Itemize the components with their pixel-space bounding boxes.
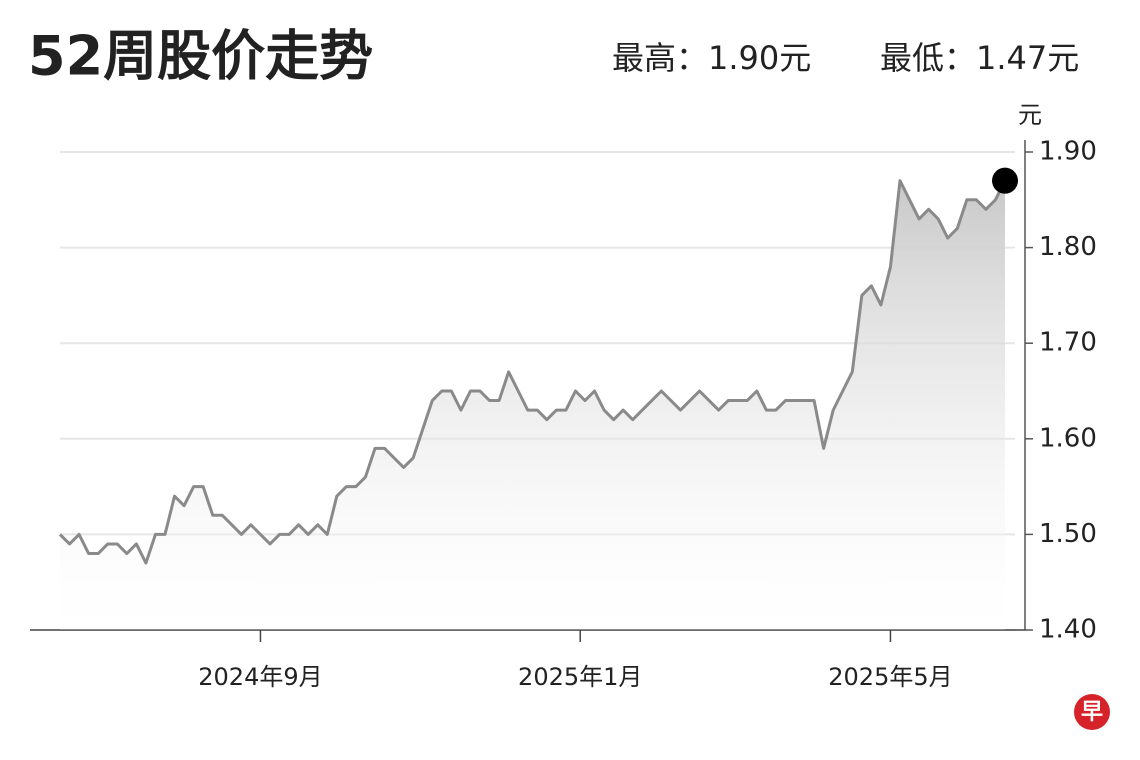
y-tick-label: 1.90 [1039,137,1097,167]
y-tick-label: 1.80 [1039,232,1097,262]
logo: 早 [1081,700,1103,725]
high-label: 最高：1.90元 [612,39,811,77]
y-unit: 元 [1018,101,1042,129]
logo-badge [1074,694,1110,730]
x-tick-label: 2024年9月 [198,663,322,691]
x-tick-label: 2025年1月 [518,663,642,691]
y-tick-label: 1.40 [1039,615,1097,645]
last-point [992,167,1018,194]
price-line [58,179,1007,565]
y-tick-label: 1.70 [1039,328,1097,358]
x-tick-label: 2025年5月 [828,663,952,691]
y-tick-label: 1.50 [1039,519,1097,549]
y-tick-label: 1.60 [1039,423,1097,453]
low-label: 最低：1.47元 [880,39,1079,77]
area [60,180,1005,630]
chart-title: 52周股价走势 [28,25,373,88]
